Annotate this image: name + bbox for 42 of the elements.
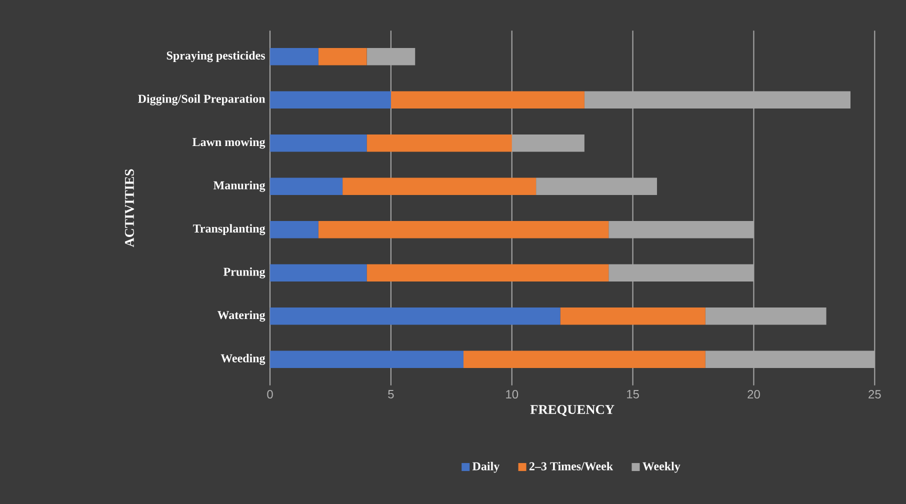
bar	[512, 134, 584, 152]
bar	[705, 307, 826, 325]
x-tick-label: 15	[627, 390, 639, 398]
y-tick-label: Manuring	[213, 180, 266, 192]
y-tick-label: Digging/Soil Preparation	[138, 94, 266, 106]
bar	[342, 178, 536, 196]
bar	[270, 350, 464, 368]
bar	[366, 48, 416, 66]
bar	[560, 307, 706, 325]
legend-label: Weekly	[642, 462, 680, 473]
y-tick-label: Pruning	[223, 267, 266, 278]
bar	[270, 220, 318, 238]
bar	[270, 307, 560, 325]
bar	[536, 178, 657, 196]
bar	[366, 134, 512, 152]
bar	[318, 220, 609, 238]
legend-label: 2–3 Times/Week	[529, 462, 614, 470]
bar	[270, 178, 343, 196]
bar	[390, 91, 584, 109]
y-tick-label: Lawn mowing	[192, 138, 266, 149]
y-tick-label: Transplanting	[193, 224, 266, 236]
y-tick-label: Spraying pesticides	[166, 51, 265, 62]
x-tick-label: 10	[506, 390, 518, 399]
x-tick-label: 5	[388, 390, 394, 398]
bar	[270, 264, 367, 282]
y-tick-label: Weeding	[220, 354, 266, 365]
x-tick-label: 0	[267, 390, 273, 399]
bar	[464, 350, 706, 368]
bar	[318, 48, 367, 66]
bar	[584, 91, 850, 109]
bar	[608, 264, 754, 282]
x-tick-label: 25	[868, 390, 881, 399]
bar	[366, 264, 609, 282]
bar	[270, 91, 391, 109]
y-axis-title: ACTIVITIES	[124, 169, 134, 248]
x-tick-label: 20	[748, 390, 760, 399]
x-axis-title: FREQUENCY	[530, 405, 614, 416]
bar	[608, 220, 754, 238]
legend-label: Daily	[472, 462, 500, 473]
bar	[270, 48, 318, 66]
y-tick-label: Watering	[217, 310, 266, 322]
bar	[270, 134, 367, 152]
